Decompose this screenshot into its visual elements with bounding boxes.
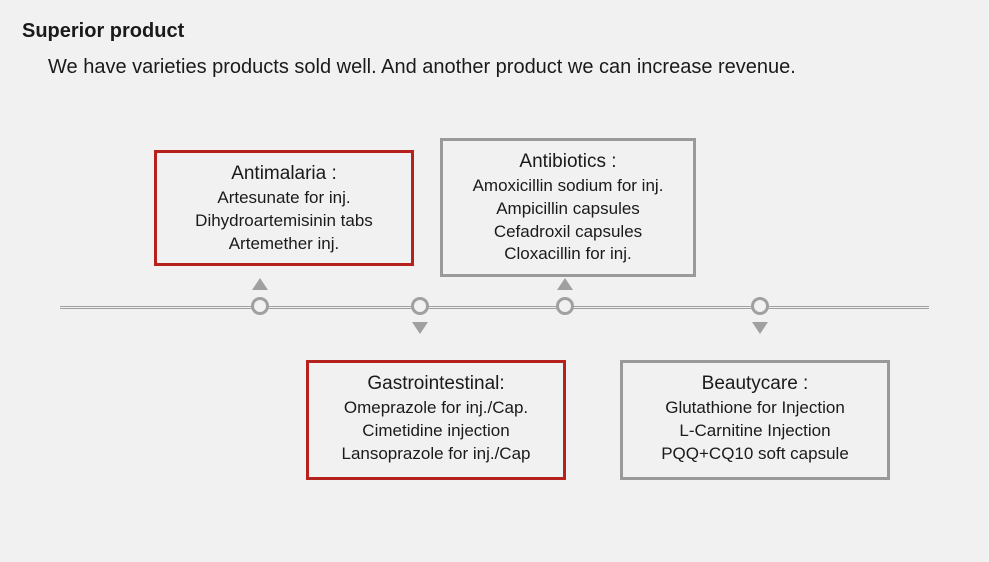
category-item: Artemether inj.	[167, 233, 401, 256]
arrow-up-icon	[252, 278, 268, 290]
timeline-node	[411, 297, 429, 315]
timeline-node	[751, 297, 769, 315]
arrow-up-icon	[557, 278, 573, 290]
category-item: PQQ+CQ10 soft capsule	[633, 443, 877, 466]
category-heading: Antimalaria :	[167, 161, 401, 187]
arrow-down-icon	[412, 322, 428, 334]
category-item: Omeprazole for inj./Cap.	[319, 397, 553, 420]
category-item: Cimetidine injection	[319, 420, 553, 443]
category-item: Amoxicillin sodium for inj.	[453, 175, 683, 198]
category-item: Lansoprazole for inj./Cap	[319, 443, 553, 466]
category-heading: Antibiotics :	[453, 149, 683, 175]
category-box-antimalaria: Antimalaria :Artesunate for inj.Dihydroa…	[154, 150, 414, 266]
category-heading: Beautycare :	[633, 371, 877, 397]
timeline-node	[251, 297, 269, 315]
category-box-antibiotics: Antibiotics :Amoxicillin sodium for inj.…	[440, 138, 696, 277]
category-item: Dihydroartemisinin tabs	[167, 210, 401, 233]
arrow-down-icon	[752, 322, 768, 334]
category-item: Artesunate for inj.	[167, 187, 401, 210]
category-box-gastro: Gastrointestinal:Omeprazole for inj./Cap…	[306, 360, 566, 480]
page-title: Superior product	[22, 20, 184, 43]
category-item: Glutathione for Injection	[633, 397, 877, 420]
category-item: L-Carnitine Injection	[633, 420, 877, 443]
category-item: Cloxacillin for inj.	[453, 243, 683, 266]
category-item: Cefadroxil capsules	[453, 221, 683, 244]
category-item: Ampicillin capsules	[453, 198, 683, 221]
category-box-beauty: Beautycare :Glutathione for InjectionL-C…	[620, 360, 890, 480]
category-heading: Gastrointestinal:	[319, 371, 553, 397]
timeline-node	[556, 297, 574, 315]
page-subtitle: We have varieties products sold well. An…	[48, 56, 796, 79]
timeline-axis	[60, 306, 929, 309]
